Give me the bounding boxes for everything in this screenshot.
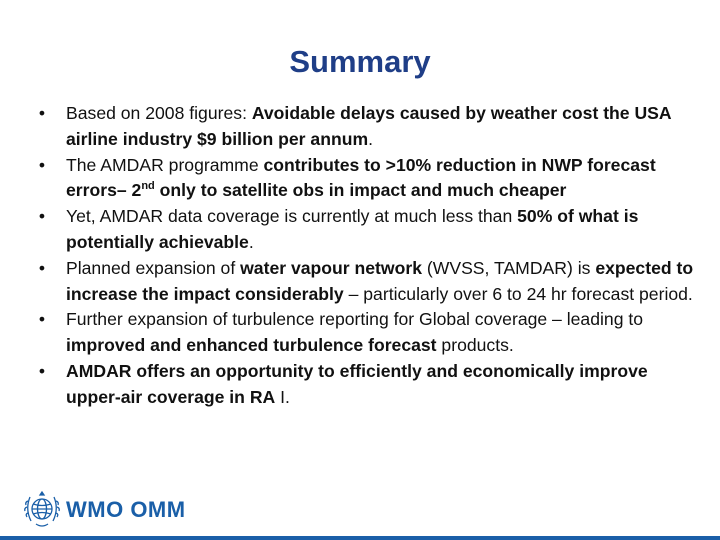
bullet-list: • Based on 2008 figures: Avoidable delays… bbox=[30, 101, 700, 411]
footer-stripe bbox=[0, 536, 720, 540]
bullet-item: • AMDAR offers an opportunity to efficien… bbox=[30, 359, 700, 411]
bullet-text: Further expansion of turbulence reportin… bbox=[66, 309, 644, 330]
bullet-dot: • bbox=[38, 206, 46, 227]
bullet-dot: • bbox=[38, 154, 46, 175]
bullet-text: (WVSS, TAMDAR) is bbox=[421, 257, 596, 278]
wmo-logo: WMO OMM bbox=[22, 487, 232, 531]
bullet-dot: • bbox=[38, 257, 46, 278]
bullet-item: • Further expansion of turbulence reporti… bbox=[30, 307, 700, 359]
bullet-text: – particularly over 6 to 24 hr forecast … bbox=[343, 283, 693, 304]
bullet-text: The AMDAR programme bbox=[66, 154, 264, 175]
bullet-item: • Based on 2008 figures: Avoidable delays… bbox=[30, 101, 700, 153]
bullet-dot: • bbox=[38, 360, 46, 381]
bullet-text: Planned expansion of bbox=[66, 257, 241, 278]
wmo-logo-text: WMO OMM bbox=[66, 497, 186, 522]
slide-title: Summary bbox=[0, 44, 720, 80]
bullet-text-bold: Avoidable delays caused by weather cost … bbox=[66, 103, 671, 149]
bullet-text-bold: improved and enhanced turbulence forecas… bbox=[66, 335, 437, 356]
bullet-text: products. bbox=[436, 335, 514, 356]
slide-title-text: Summary bbox=[289, 44, 431, 79]
bullet-dot: • bbox=[38, 103, 46, 123]
bullet-text-bold: only to satellite obs in impact and much… bbox=[154, 180, 567, 201]
bullet-text: . bbox=[248, 231, 254, 252]
bullet-text-bold: expected to increase the impact consider… bbox=[66, 257, 694, 304]
bullet-text-bold: nd bbox=[141, 180, 155, 193]
bullet-text: Yet, AMDAR data coverage is currently at… bbox=[66, 206, 518, 227]
bullet-text-bold: AMDAR offers an opportunity to efficient… bbox=[66, 360, 648, 407]
bullet-text-bold: water vapour network bbox=[240, 257, 422, 278]
bullet-item: • The AMDAR programme contributes to >10%… bbox=[30, 153, 700, 205]
bullet-text-bold: 50% of what is potentially achievable bbox=[66, 206, 639, 252]
bullet-item: • Planned expansion of water vapour netwo… bbox=[30, 256, 700, 308]
bullet-dot: • bbox=[38, 309, 46, 330]
bullet-text: I. bbox=[275, 386, 290, 407]
wmo-emblem-icon bbox=[24, 490, 60, 527]
bullet-text-bold: contributes to >10% reduction in NWP for… bbox=[66, 154, 656, 201]
bullet-text: Based on 2008 figures: bbox=[66, 103, 252, 123]
bullet-text: . bbox=[368, 128, 373, 149]
bullet-item: • Yet, AMDAR data coverage is currently a… bbox=[30, 204, 700, 256]
